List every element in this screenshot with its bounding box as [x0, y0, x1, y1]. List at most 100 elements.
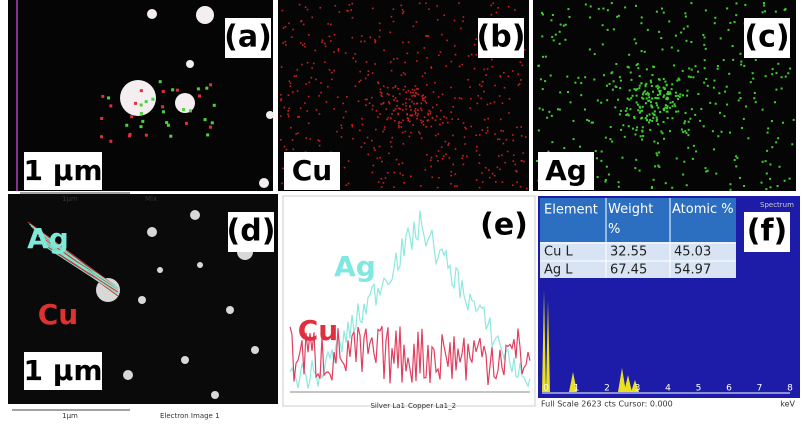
speck: [427, 114, 430, 116]
speck: [650, 105, 653, 108]
speck: [394, 86, 397, 88]
speck: [723, 115, 726, 118]
speck: [398, 125, 400, 127]
speck: [641, 126, 644, 129]
speck: [139, 89, 143, 93]
speck: [618, 76, 621, 79]
speck: [425, 35, 427, 37]
speck: [659, 90, 662, 93]
speck: [304, 6, 307, 8]
speck: [450, 170, 453, 173]
speck: [439, 123, 441, 126]
speck: [381, 160, 383, 163]
speck: [664, 80, 667, 83]
speck: [739, 97, 742, 100]
speck: [435, 155, 438, 157]
speck: [501, 154, 503, 157]
speck: [588, 48, 591, 51]
speck: [392, 95, 394, 98]
speck: [763, 10, 766, 13]
speck: [130, 115, 134, 119]
speck: [658, 165, 661, 168]
speck: [661, 132, 664, 135]
speck: [402, 72, 405, 74]
speck: [402, 103, 404, 106]
speck: [776, 185, 779, 188]
speck: [481, 129, 484, 131]
speck: [394, 108, 397, 110]
speck: [644, 102, 647, 105]
speck: [684, 111, 687, 114]
speck: [525, 187, 528, 190]
speck: [648, 113, 651, 116]
speck: [333, 108, 335, 110]
speck: [401, 162, 404, 164]
speck: [563, 147, 566, 150]
speck: [652, 178, 655, 181]
speck: [352, 57, 355, 60]
speck: [486, 129, 489, 132]
speck: [572, 119, 575, 122]
speck: [615, 62, 618, 65]
speck: [374, 40, 377, 43]
speck: [469, 86, 471, 88]
particle: [226, 306, 234, 314]
speck: [494, 181, 497, 183]
speck: [402, 143, 405, 145]
speck: [486, 68, 489, 70]
speck: [652, 65, 655, 68]
speck: [379, 29, 381, 32]
speck: [501, 181, 504, 183]
speck: [427, 35, 430, 38]
speck: [583, 108, 586, 111]
speck: [443, 14, 446, 17]
speck: [655, 152, 658, 155]
speck: [685, 132, 688, 135]
speck: [641, 105, 644, 108]
speck: [431, 116, 434, 119]
speck: [622, 124, 625, 127]
speck: [501, 102, 504, 105]
speck: [421, 97, 424, 100]
speck: [289, 82, 292, 85]
speck: [344, 52, 347, 54]
speck: [511, 70, 514, 72]
speck: [402, 10, 405, 13]
speck: [514, 163, 517, 166]
speck: [611, 88, 614, 91]
speck: [288, 22, 290, 25]
speck: [659, 92, 662, 95]
speck: [647, 99, 650, 102]
speck: [704, 47, 707, 50]
speck: [476, 145, 478, 148]
speck: [372, 164, 375, 167]
panel-label: (c): [744, 20, 789, 55]
speck: [419, 132, 421, 135]
speck: [662, 137, 665, 140]
speck: [442, 155, 445, 158]
speck: [713, 148, 716, 151]
speck: [422, 99, 424, 101]
particle: [123, 370, 133, 380]
speck: [360, 35, 363, 37]
speck: [398, 126, 400, 129]
speck: [399, 172, 402, 175]
speck: [703, 43, 706, 46]
speck: [169, 134, 173, 138]
speck: [409, 91, 412, 94]
speck: [771, 68, 774, 71]
speck: [161, 89, 165, 93]
speck: [396, 104, 398, 107]
speck: [678, 95, 681, 98]
speck: [697, 93, 700, 96]
table-header: Element: [544, 203, 598, 218]
speck: [637, 109, 640, 112]
speck: [354, 60, 357, 63]
speck: [662, 120, 665, 123]
speck: [541, 35, 544, 38]
speck: [546, 116, 549, 119]
table-head: [540, 198, 606, 220]
speck: [432, 91, 435, 93]
speck: [414, 95, 416, 97]
speck: [411, 88, 414, 91]
